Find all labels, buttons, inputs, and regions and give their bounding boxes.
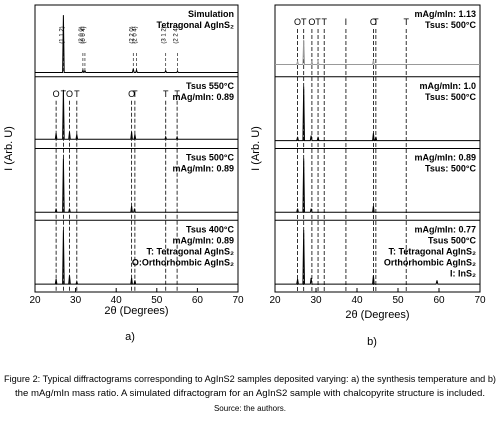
hkl-label: (2 0 0) xyxy=(79,26,85,43)
hkl-label: (2 2 0) xyxy=(129,26,135,43)
panel-note: Tetragonal AgInS₂ xyxy=(156,20,234,30)
x-tick-label: 40 xyxy=(111,295,123,306)
phase-marker: T xyxy=(403,17,409,27)
pattern-line xyxy=(35,230,238,285)
panel-note: Tsus: 500°C xyxy=(425,20,476,30)
panel-note: O:Orthorhombic AgInS₂ xyxy=(132,257,234,267)
x-tick-label: 60 xyxy=(433,295,445,306)
x-tick-label: 40 xyxy=(351,295,363,306)
x-tick-label: 20 xyxy=(269,295,281,306)
phase-marker: T xyxy=(174,89,180,99)
phase-marker: T xyxy=(301,17,307,27)
panel-note: mAg/mIn: 1.0 xyxy=(419,81,476,91)
phase-marker: O xyxy=(370,17,377,27)
panel-label: a) xyxy=(125,331,135,343)
y-axis-label: I (Arb. U) xyxy=(250,126,262,171)
panel-note: Tsus 500°C xyxy=(186,153,234,163)
hkl-label: (2 2 4) xyxy=(174,26,180,43)
panel-note: Orthorhombic AgInS₂ xyxy=(384,257,476,267)
pattern-line xyxy=(35,15,238,73)
panel-note: mAg/mIn: 1.13 xyxy=(414,9,476,19)
y-axis-label: I (Arb. U) xyxy=(3,126,15,171)
phase-marker: T xyxy=(315,17,321,27)
x-tick-label: 30 xyxy=(70,295,82,306)
hkl-label: (0 0 4) xyxy=(81,26,87,43)
x-tick-label: 20 xyxy=(29,295,41,306)
panel-note: mAg/mIn: 0.89 xyxy=(172,92,234,102)
hkl-label: (3 1 2) xyxy=(162,26,168,43)
x-tick-label: 70 xyxy=(232,295,244,306)
x-tick-label: 50 xyxy=(392,295,404,306)
panel-note: mAg/mIn: 0.89 xyxy=(414,153,476,163)
phase-marker: T xyxy=(132,89,138,99)
pattern-line xyxy=(275,39,480,65)
phase-marker: T xyxy=(163,89,169,99)
panel-note: Tsus: 500°C xyxy=(425,92,476,102)
panel-note: I: InS₂ xyxy=(450,268,476,278)
hkl-label: (1 1 2) xyxy=(59,26,65,43)
panel-note: T: Tetragonal AgInS₂ xyxy=(147,246,235,256)
x-axis-label: 2θ (Degrees) xyxy=(345,309,409,321)
panel-label: b) xyxy=(367,336,377,348)
pattern-line xyxy=(35,89,238,140)
phase-marker: T xyxy=(321,17,327,27)
phase-marker: O xyxy=(308,17,315,27)
pattern-line xyxy=(275,86,480,142)
panel-note: Simulation xyxy=(188,9,234,19)
x-axis-label: 2θ (Degrees) xyxy=(104,305,168,317)
phase-marker: O xyxy=(53,89,60,99)
pattern-line xyxy=(275,230,480,285)
phase-marker: O xyxy=(66,89,73,99)
phase-marker: I xyxy=(345,17,348,27)
x-tick-label: 50 xyxy=(151,295,163,306)
panel-note: Tsus: 500°C xyxy=(425,164,476,174)
phase-marker: T xyxy=(373,17,379,27)
panel-note: mAg/mIn: 0.89 xyxy=(172,235,234,245)
panel-note: Tsus 550°C xyxy=(186,81,234,91)
source: Source: the authors. xyxy=(214,404,286,413)
caption-line: the mAg/mIn mass ratio. A simulated difr… xyxy=(15,388,485,398)
panel-note: mAg/mIn: 0.77 xyxy=(414,224,476,234)
hkl-label: (2 0 4) xyxy=(133,26,139,43)
x-tick-label: 70 xyxy=(474,295,486,306)
phase-marker: T xyxy=(74,89,80,99)
panel-note: mAg/mIn: 0.89 xyxy=(172,164,234,174)
phase-marker: O xyxy=(128,89,135,99)
pattern-line xyxy=(275,158,480,213)
panel-note: Tsus 400°C xyxy=(186,224,234,234)
panel-note: Tsus 500°C xyxy=(428,235,476,245)
x-tick-label: 30 xyxy=(310,295,322,306)
pattern-line xyxy=(35,158,238,213)
panel-note: T: Tetragonal AgInS₂ xyxy=(389,246,477,256)
phase-marker: O xyxy=(294,17,301,27)
caption-line: Figure 2: Typical diffractograms corresp… xyxy=(4,374,496,384)
x-tick-label: 60 xyxy=(192,295,204,306)
